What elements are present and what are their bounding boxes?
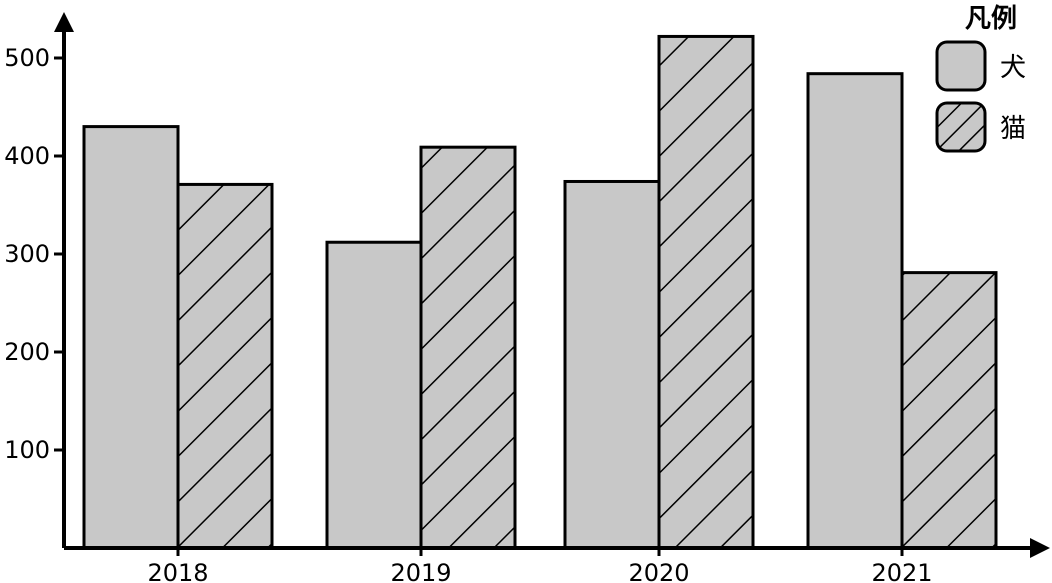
x-tick-label: 2021: [871, 559, 932, 583]
legend-label-1: 猫: [1000, 114, 1026, 144]
y-tick-label: 500: [4, 44, 50, 72]
x-tick-label: 2018: [147, 559, 208, 583]
y-tick-label: 400: [4, 142, 50, 170]
bar-2020-series-0: [563, 179, 661, 550]
x-tick-label: 2019: [390, 559, 451, 583]
bar-2021-series-1: [900, 271, 998, 550]
ticks-layer: 100 200 300 400 500 2018 2019 2020 2021: [4, 44, 932, 583]
bar-2018-series-0: [82, 125, 180, 550]
y-axis-arrow-icon: [54, 12, 74, 32]
bar-2021-series-0: [806, 72, 904, 550]
bar-2020-series-1: [657, 34, 755, 550]
y-tick-label: 300: [4, 240, 50, 268]
bar-2019-series-0: [325, 240, 423, 550]
bars-layer: [82, 34, 998, 550]
legend-swatch-0: [935, 40, 987, 92]
legend-swatch-1: [935, 101, 987, 153]
axes-layer: [54, 12, 1050, 558]
y-tick-label: 200: [4, 338, 50, 366]
x-tick-label: 2020: [628, 559, 689, 583]
legend-title: 凡例: [965, 4, 1017, 34]
legend-label-0: 犬: [1000, 53, 1026, 83]
x-axis-arrow-icon: [1030, 538, 1050, 558]
y-tick-label: 100: [4, 436, 50, 464]
bar-2018-series-1: [176, 182, 274, 550]
bar-2019-series-1: [419, 145, 517, 550]
